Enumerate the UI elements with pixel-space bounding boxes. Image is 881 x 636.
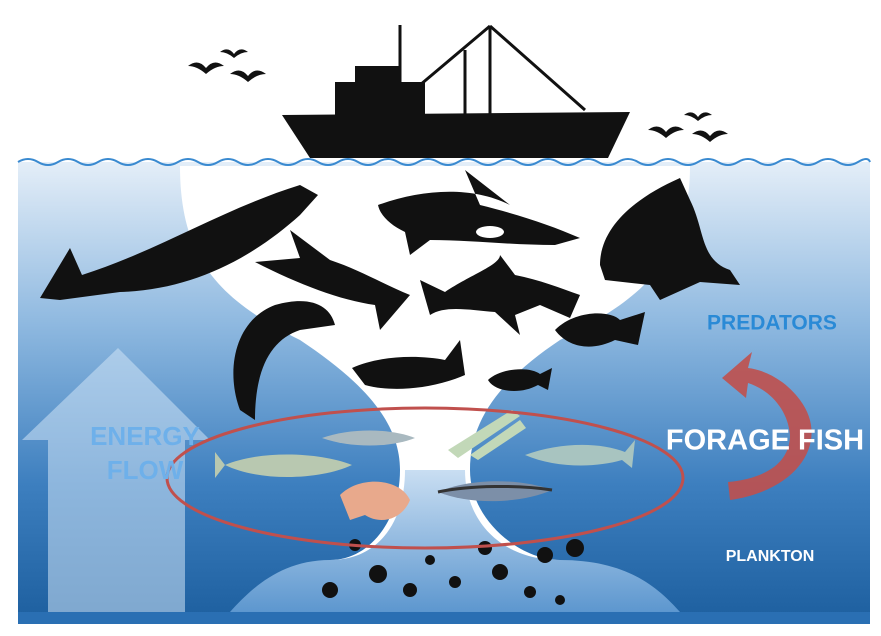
- curved-arrow: [722, 352, 812, 500]
- birds: [188, 49, 728, 142]
- small-fish: [488, 368, 552, 392]
- hourglass-bottom: [230, 470, 680, 612]
- salmon: [233, 301, 335, 420]
- fishing-boat: [282, 24, 630, 158]
- swordfish: [255, 230, 410, 330]
- predator-silhouettes: [40, 170, 740, 420]
- predators-label: PREDATORS: [707, 312, 837, 335]
- orca: [378, 170, 580, 255]
- plankton-silhouettes: [322, 539, 584, 605]
- whale: [40, 185, 318, 300]
- sculpin: [352, 340, 465, 389]
- energy-label: ENERGY: [90, 421, 200, 451]
- sea-lion: [600, 178, 740, 300]
- plankton-label: PLANKTON: [726, 548, 815, 565]
- water-line: [17, 158, 871, 166]
- shark: [420, 255, 580, 335]
- forage-fish-ring: [165, 406, 685, 550]
- energy-arrow: [22, 348, 210, 612]
- forage-fish-label: FORAGE FISH: [666, 425, 864, 457]
- rockfish: [555, 312, 645, 347]
- sea-floor: [18, 612, 870, 624]
- forage-fish: [215, 410, 635, 520]
- flow-label: FLOW: [107, 455, 184, 485]
